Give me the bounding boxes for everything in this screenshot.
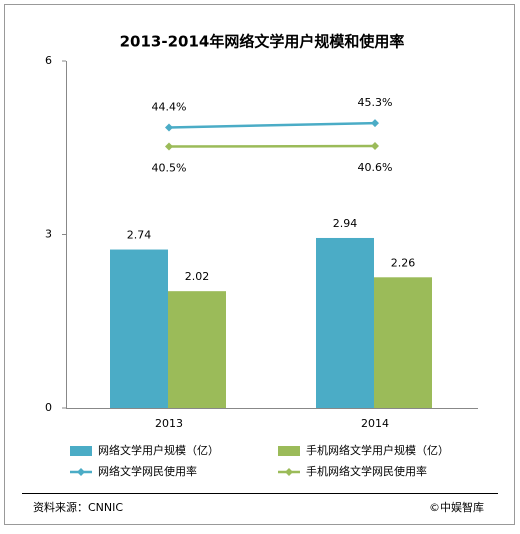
credit: ©中娱智库 [429, 500, 484, 514]
y-tick-label: 0 [45, 401, 52, 414]
legend-swatch [278, 446, 300, 456]
source: 资料来源：CNNIC [33, 500, 123, 514]
legend-label: 网络文学网民使用率 [98, 464, 197, 478]
chart-title: 2013-2014年网络文学用户规模和使用率 [120, 33, 405, 51]
bar-value-label: 2.74 [127, 229, 152, 242]
line-value-label: 45.3% [358, 96, 393, 109]
bar [316, 238, 374, 408]
bar [168, 291, 226, 408]
x-tick-label: 2013 [155, 417, 183, 430]
y-tick-label: 6 [45, 54, 52, 67]
bar [110, 250, 168, 408]
legend-label: 网络文学用户规模（亿） [98, 443, 219, 457]
y-tick-label: 3 [45, 228, 52, 241]
bar-value-label: 2.94 [333, 217, 358, 230]
legend-label: 手机网络文学网民使用率 [306, 464, 427, 478]
line-value-label: 40.6% [358, 161, 393, 174]
legend-swatch [70, 446, 92, 456]
x-tick-label: 2014 [361, 417, 389, 430]
bar-value-label: 2.26 [391, 256, 416, 269]
line-value-label: 44.4% [152, 100, 187, 113]
legend-label: 手机网络文学用户规模（亿） [306, 443, 449, 457]
line-value-label: 40.5% [152, 162, 187, 175]
bar-value-label: 2.02 [185, 270, 210, 283]
bar [374, 277, 432, 408]
